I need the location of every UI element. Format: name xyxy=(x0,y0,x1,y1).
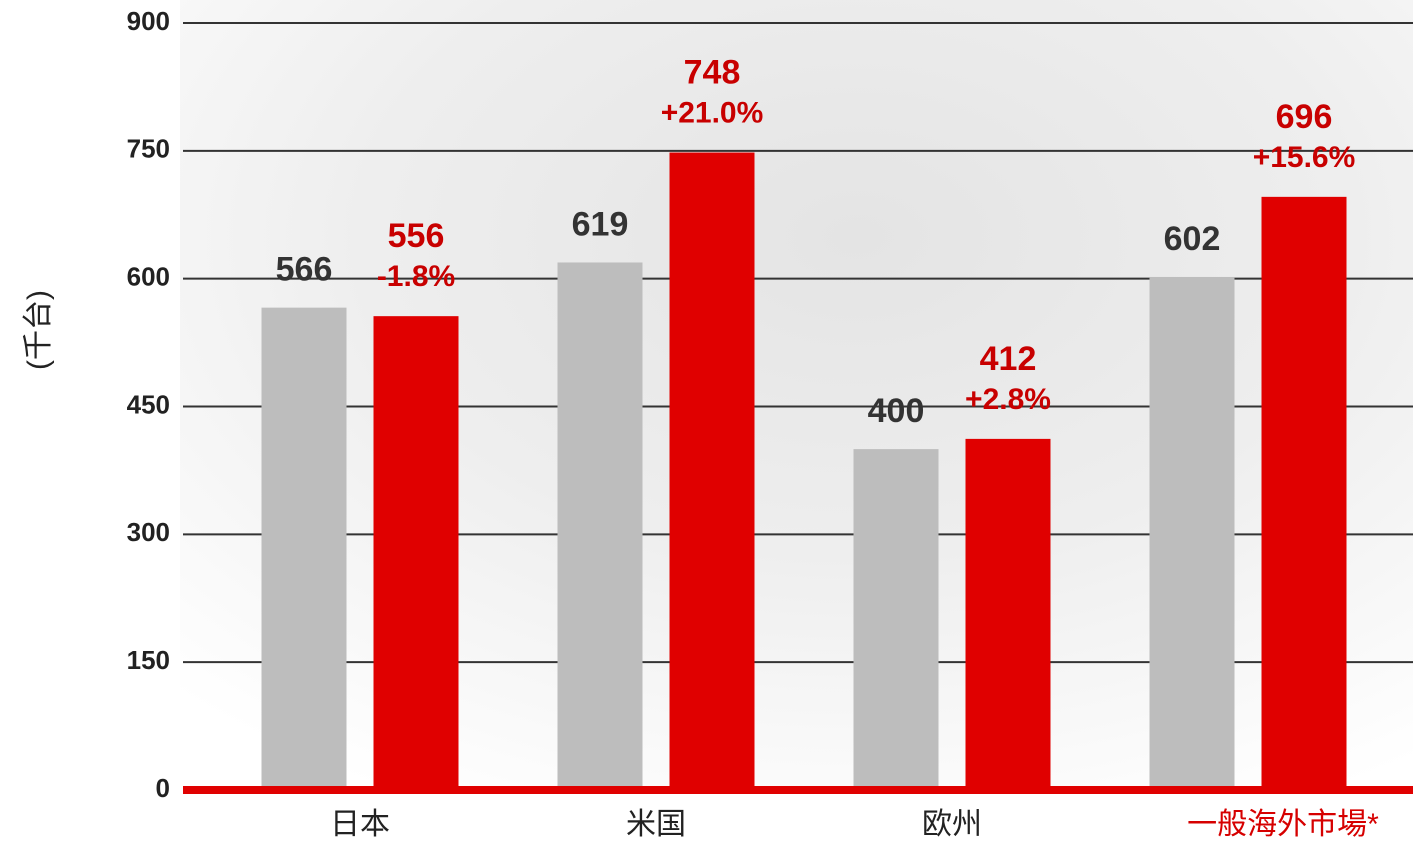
y-axis-label: (千台) xyxy=(22,290,55,370)
chart: (千台) 0 150 300 450 600 750 900 566 619 400 602 556 -… xyxy=(0,0,1413,845)
bar xyxy=(374,316,459,790)
bar xyxy=(854,449,939,790)
change-label: +21.0% xyxy=(661,96,764,129)
value-label: 566 xyxy=(276,251,333,289)
y-tick-label: 750 xyxy=(127,134,170,164)
y-tick-label: 450 xyxy=(127,389,170,419)
value-label: 556 xyxy=(388,217,445,255)
bar xyxy=(966,439,1051,790)
bar xyxy=(1150,277,1235,790)
value-label: 412 xyxy=(980,340,1037,378)
value-label: 400 xyxy=(868,392,925,430)
y-tick-label: 150 xyxy=(127,645,170,675)
bar xyxy=(1262,197,1347,790)
value-label: 619 xyxy=(572,205,629,243)
value-label: 748 xyxy=(684,54,741,92)
x-tick-label: 日本 xyxy=(330,808,390,841)
y-tick-label: 0 xyxy=(156,773,170,803)
value-label: 602 xyxy=(1164,220,1221,258)
y-tick-label: 600 xyxy=(127,262,170,292)
bar xyxy=(670,153,755,790)
bar xyxy=(558,262,643,790)
value-label: 696 xyxy=(1276,98,1333,136)
x-tick-label: 米国 xyxy=(626,808,686,841)
change-label: +15.6% xyxy=(1253,141,1356,174)
change-label: -1.8% xyxy=(377,260,455,293)
y-tick-label: 900 xyxy=(127,6,170,36)
y-tick-label: 300 xyxy=(127,517,170,547)
bar xyxy=(262,308,347,790)
x-tick-label: 欧州 xyxy=(922,808,982,841)
x-tick-label: 一般海外市場* xyxy=(1187,808,1379,841)
change-label: +2.8% xyxy=(965,383,1051,416)
